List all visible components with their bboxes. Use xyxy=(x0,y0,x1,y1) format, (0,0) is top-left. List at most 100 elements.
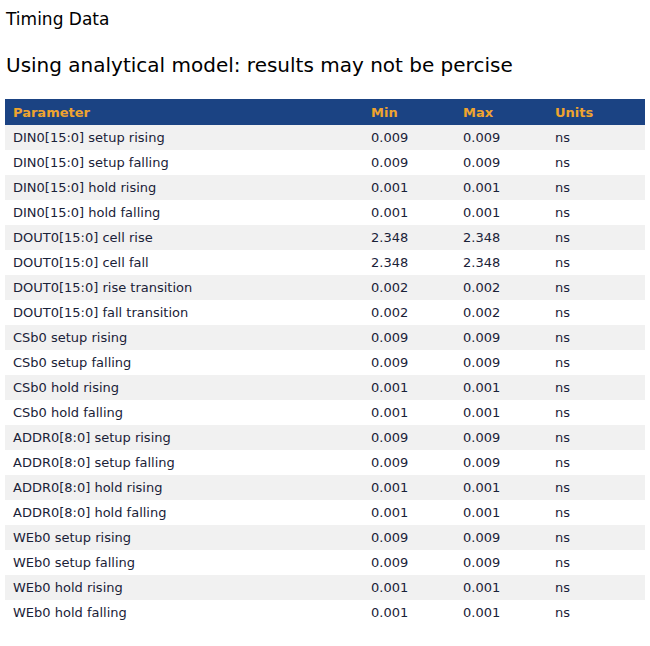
table-row: ADDR0[8:0] hold rising0.0010.001ns xyxy=(5,475,645,500)
table-row: DIN0[15:0] hold rising0.0010.001ns xyxy=(5,175,645,200)
min-cell: 0.009 xyxy=(363,350,455,375)
min-cell: 0.001 xyxy=(363,200,455,225)
table-row: DOUT0[15:0] rise transition0.0020.002ns xyxy=(5,275,645,300)
table-row: DOUT0[15:0] fall transition0.0020.002ns xyxy=(5,300,645,325)
parameter-cell: CSb0 setup rising xyxy=(5,325,363,350)
parameter-cell: ADDR0[8:0] setup falling xyxy=(5,450,363,475)
timing-table: Parameter Min Max Units DIN0[15:0] setup… xyxy=(5,99,645,625)
parameter-cell: DOUT0[15:0] fall transition xyxy=(5,300,363,325)
units-cell: ns xyxy=(547,200,645,225)
units-cell: ns xyxy=(547,175,645,200)
parameter-cell: WEb0 hold rising xyxy=(5,575,363,600)
min-cell: 0.001 xyxy=(363,475,455,500)
units-cell: ns xyxy=(547,450,645,475)
parameter-cell: DIN0[15:0] setup rising xyxy=(5,125,363,150)
table-body: DIN0[15:0] setup rising0.0090.009nsDIN0[… xyxy=(5,125,645,625)
max-cell: 0.001 xyxy=(455,500,547,525)
page-subtitle: Using analytical model: results may not … xyxy=(6,54,645,77)
min-cell: 0.002 xyxy=(363,275,455,300)
max-cell: 0.009 xyxy=(455,525,547,550)
min-cell: 2.348 xyxy=(363,225,455,250)
table-row: CSb0 hold falling0.0010.001ns xyxy=(5,400,645,425)
max-cell: 0.001 xyxy=(455,600,547,625)
units-cell: ns xyxy=(547,575,645,600)
min-cell: 0.001 xyxy=(363,175,455,200)
table-row: DIN0[15:0] hold falling0.0010.001ns xyxy=(5,200,645,225)
units-cell: ns xyxy=(547,350,645,375)
table-header-row: Parameter Min Max Units xyxy=(5,99,645,125)
min-cell: 0.001 xyxy=(363,375,455,400)
parameter-cell: WEb0 hold falling xyxy=(5,600,363,625)
max-cell: 0.009 xyxy=(455,425,547,450)
units-cell: ns xyxy=(547,600,645,625)
parameter-cell: ADDR0[8:0] hold rising xyxy=(5,475,363,500)
parameter-cell: WEb0 setup rising xyxy=(5,525,363,550)
column-header-units: Units xyxy=(547,99,645,125)
min-cell: 0.009 xyxy=(363,325,455,350)
max-cell: 0.009 xyxy=(455,350,547,375)
parameter-cell: ADDR0[8:0] hold falling xyxy=(5,500,363,525)
table-row: WEb0 setup rising0.0090.009ns xyxy=(5,525,645,550)
units-cell: ns xyxy=(547,300,645,325)
parameter-cell: DIN0[15:0] hold rising xyxy=(5,175,363,200)
parameter-cell: DIN0[15:0] setup falling xyxy=(5,150,363,175)
table-row: WEb0 hold rising0.0010.001ns xyxy=(5,575,645,600)
units-cell: ns xyxy=(547,275,645,300)
max-cell: 0.002 xyxy=(455,275,547,300)
max-cell: 0.001 xyxy=(455,475,547,500)
units-cell: ns xyxy=(547,500,645,525)
table-row: DOUT0[15:0] cell rise2.3482.348ns xyxy=(5,225,645,250)
units-cell: ns xyxy=(547,250,645,275)
max-cell: 0.001 xyxy=(455,400,547,425)
column-header-parameter: Parameter xyxy=(5,99,363,125)
max-cell: 0.002 xyxy=(455,300,547,325)
parameter-cell: ADDR0[8:0] setup rising xyxy=(5,425,363,450)
min-cell: 0.009 xyxy=(363,150,455,175)
max-cell: 0.009 xyxy=(455,450,547,475)
units-cell: ns xyxy=(547,400,645,425)
min-cell: 0.009 xyxy=(363,125,455,150)
min-cell: 2.348 xyxy=(363,250,455,275)
parameter-cell: DOUT0[15:0] cell rise xyxy=(5,225,363,250)
column-header-max: Max xyxy=(455,99,547,125)
table-row: WEb0 hold falling0.0010.001ns xyxy=(5,600,645,625)
min-cell: 0.009 xyxy=(363,525,455,550)
max-cell: 0.009 xyxy=(455,325,547,350)
page-title: Timing Data xyxy=(6,9,645,29)
table-row: DIN0[15:0] setup falling0.0090.009ns xyxy=(5,150,645,175)
max-cell: 0.001 xyxy=(455,575,547,600)
max-cell: 0.009 xyxy=(455,125,547,150)
units-cell: ns xyxy=(547,125,645,150)
max-cell: 0.001 xyxy=(455,200,547,225)
table-row: DOUT0[15:0] cell fall2.3482.348ns xyxy=(5,250,645,275)
units-cell: ns xyxy=(547,150,645,175)
units-cell: ns xyxy=(547,225,645,250)
timing-report-page: Timing Data Using analytical model: resu… xyxy=(0,0,650,625)
min-cell: 0.001 xyxy=(363,400,455,425)
max-cell: 0.001 xyxy=(455,175,547,200)
min-cell: 0.001 xyxy=(363,600,455,625)
max-cell: 0.001 xyxy=(455,375,547,400)
max-cell: 2.348 xyxy=(455,250,547,275)
parameter-cell: CSb0 hold rising xyxy=(5,375,363,400)
table-row: WEb0 setup falling0.0090.009ns xyxy=(5,550,645,575)
parameter-cell: DIN0[15:0] hold falling xyxy=(5,200,363,225)
max-cell: 0.009 xyxy=(455,550,547,575)
max-cell: 2.348 xyxy=(455,225,547,250)
table-row: ADDR0[8:0] hold falling0.0010.001ns xyxy=(5,500,645,525)
units-cell: ns xyxy=(547,325,645,350)
min-cell: 0.009 xyxy=(363,550,455,575)
units-cell: ns xyxy=(547,525,645,550)
units-cell: ns xyxy=(547,475,645,500)
units-cell: ns xyxy=(547,425,645,450)
units-cell: ns xyxy=(547,375,645,400)
parameter-cell: DOUT0[15:0] rise transition xyxy=(5,275,363,300)
min-cell: 0.002 xyxy=(363,300,455,325)
column-header-min: Min xyxy=(363,99,455,125)
table-row: ADDR0[8:0] setup rising0.0090.009ns xyxy=(5,425,645,450)
parameter-cell: WEb0 setup falling xyxy=(5,550,363,575)
min-cell: 0.009 xyxy=(363,425,455,450)
units-cell: ns xyxy=(547,550,645,575)
parameter-cell: DOUT0[15:0] cell fall xyxy=(5,250,363,275)
min-cell: 0.001 xyxy=(363,500,455,525)
